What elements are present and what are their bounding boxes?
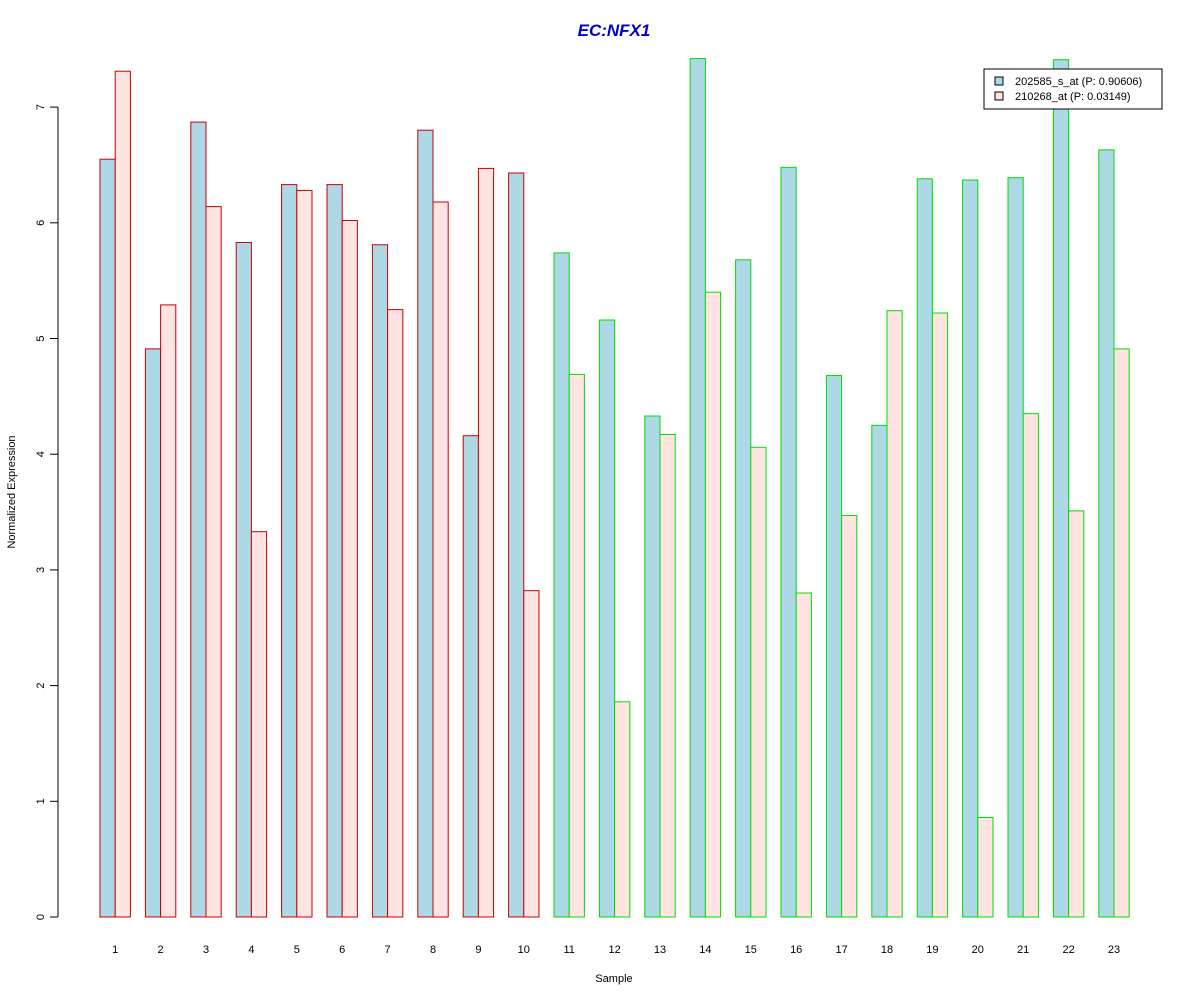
x-tick-label: 19 bbox=[926, 944, 938, 956]
bar-sample-23-series-1 bbox=[1098, 149, 1115, 918]
bar-sample-3-series-1 bbox=[190, 121, 207, 918]
bar-sample-2-series-1 bbox=[144, 348, 162, 918]
y-tick-label: 2 bbox=[35, 683, 47, 689]
y-tick-label: 4 bbox=[35, 451, 47, 457]
x-tick-label: 11 bbox=[563, 944, 574, 956]
x-tick-label: 8 bbox=[430, 944, 436, 956]
y-tick-label: 1 bbox=[35, 798, 47, 804]
bar-sample-7-series-1 bbox=[371, 244, 389, 918]
bar-sample-2-series-2 bbox=[160, 304, 177, 918]
x-tick-label: 16 bbox=[790, 944, 802, 956]
bar-sample-21-series-2 bbox=[1022, 413, 1039, 918]
bar-sample-1-series-2 bbox=[114, 70, 131, 918]
x-tick-labels: 1 2 3 4 5 6 7 8 9 10 11 12 13 14 15 16 17 18 19 20 21 22 23 bbox=[112, 944, 1120, 956]
y-axis-label: Normalized Expression bbox=[6, 435, 18, 548]
x-tick-label: 7 bbox=[385, 944, 391, 956]
bar-sample-22-series-2 bbox=[1068, 510, 1085, 918]
legend: 202585_s_at (P: 0.90606) 210268_at (P: 0… bbox=[983, 68, 1163, 110]
bar-sample-10-series-1 bbox=[508, 172, 525, 918]
bar-sample-4-series-1 bbox=[235, 242, 252, 918]
chart-title: EC:NFX1 bbox=[578, 21, 651, 40]
bar-sample-7-series-2 bbox=[387, 309, 404, 918]
bar-sample-19-series-1 bbox=[916, 178, 933, 918]
x-tick-label: 2 bbox=[158, 944, 164, 956]
x-tick-label: 9 bbox=[475, 944, 481, 956]
bar-sample-20-series-1 bbox=[962, 179, 979, 918]
bar-sample-12-series-2 bbox=[614, 701, 631, 918]
bar-sample-15-series-2 bbox=[750, 446, 767, 918]
y-tick-label: 5 bbox=[35, 335, 47, 341]
bar-sample-11-series-1 bbox=[553, 252, 570, 918]
legend-box bbox=[983, 68, 1163, 110]
bar-sample-6-series-2 bbox=[341, 220, 358, 918]
y-tick-label: 6 bbox=[35, 220, 47, 226]
y-tick-label: 7 bbox=[35, 104, 47, 110]
bar-sample-10-series-2 bbox=[523, 590, 540, 918]
x-tick-label: 18 bbox=[881, 944, 893, 956]
y-tick-label: 3 bbox=[35, 567, 47, 573]
bar-sample-21-series-1 bbox=[1007, 177, 1024, 918]
bar-sample-22-series-1 bbox=[1052, 59, 1070, 918]
x-tick-label: 10 bbox=[518, 944, 530, 956]
x-tick-label: 5 bbox=[294, 944, 300, 956]
bar-sample-17-series-1 bbox=[825, 375, 843, 918]
bar-sample-14-series-1 bbox=[689, 58, 706, 918]
x-axis-label: Sample bbox=[595, 973, 632, 985]
x-tick-label: 13 bbox=[654, 944, 666, 956]
bar-sample-20-series-2 bbox=[977, 817, 994, 918]
x-tick-label: 3 bbox=[203, 944, 209, 956]
bar-sample-4-series-2 bbox=[250, 531, 268, 918]
bar-sample-23-series-2 bbox=[1113, 348, 1130, 918]
x-tick-label: 20 bbox=[972, 944, 984, 956]
x-tick-label: 14 bbox=[699, 944, 711, 956]
bar-sample-6-series-1 bbox=[326, 184, 343, 918]
bar-sample-8-series-1 bbox=[417, 129, 434, 918]
bar-sample-19-series-2 bbox=[931, 312, 949, 918]
bar-sample-13-series-2 bbox=[659, 434, 676, 918]
legend-label-series-2: 210268_at (P: 0.03149) bbox=[1015, 91, 1131, 103]
legend-swatch-series-1 bbox=[994, 76, 1004, 86]
legend-swatch-series-2 bbox=[994, 91, 1004, 101]
x-tick-label: 22 bbox=[1062, 944, 1074, 956]
bar-sample-14-series-2 bbox=[704, 291, 722, 918]
x-tick-label: 15 bbox=[745, 944, 757, 956]
bar-sample-17-series-2 bbox=[841, 515, 858, 918]
bar-sample-11-series-2 bbox=[568, 373, 585, 918]
bar-sample-1-series-1 bbox=[99, 158, 116, 918]
bar-sample-9-series-1 bbox=[462, 435, 479, 918]
bar-sample-5-series-2 bbox=[296, 189, 313, 918]
bar-sample-9-series-2 bbox=[477, 167, 495, 918]
y-axis: 0 1 2 3 4 5 6 7 bbox=[35, 104, 59, 920]
bar-sample-13-series-1 bbox=[644, 415, 661, 918]
bar-sample-18-series-2 bbox=[886, 310, 903, 918]
bar-sample-8-series-2 bbox=[432, 201, 449, 918]
x-tick-label: 12 bbox=[608, 944, 620, 956]
y-tick-label: 0 bbox=[35, 914, 47, 920]
x-tick-label: 1 bbox=[112, 944, 118, 956]
x-tick-label: 21 bbox=[1017, 944, 1029, 956]
bar-sample-15-series-1 bbox=[735, 259, 752, 918]
x-tick-label: 23 bbox=[1108, 944, 1120, 956]
x-tick-label: 17 bbox=[835, 944, 847, 956]
bar-sample-16-series-1 bbox=[780, 166, 797, 918]
x-tick-label: 6 bbox=[339, 944, 345, 956]
bar-sample-18-series-1 bbox=[871, 424, 888, 918]
bar-sample-16-series-2 bbox=[795, 592, 812, 918]
bars-group bbox=[99, 58, 1130, 918]
bar-sample-12-series-1 bbox=[598, 319, 616, 918]
bar-sample-5-series-1 bbox=[281, 184, 298, 918]
x-tick-label: 4 bbox=[248, 944, 254, 956]
bar-sample-3-series-2 bbox=[205, 206, 222, 918]
legend-label-series-1: 202585_s_at (P: 0.90606) bbox=[1015, 76, 1142, 88]
